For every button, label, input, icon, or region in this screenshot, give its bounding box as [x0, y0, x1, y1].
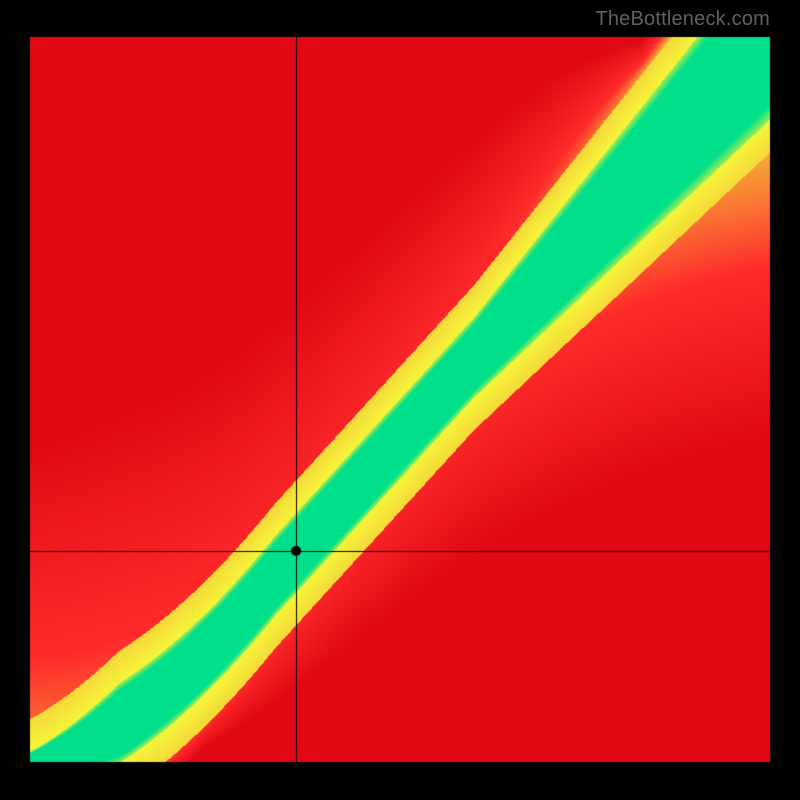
bottleneck-heatmap: [0, 0, 800, 800]
watermark-text: TheBottleneck.com: [595, 8, 770, 31]
chart-frame: TheBottleneck.com: [0, 0, 800, 800]
